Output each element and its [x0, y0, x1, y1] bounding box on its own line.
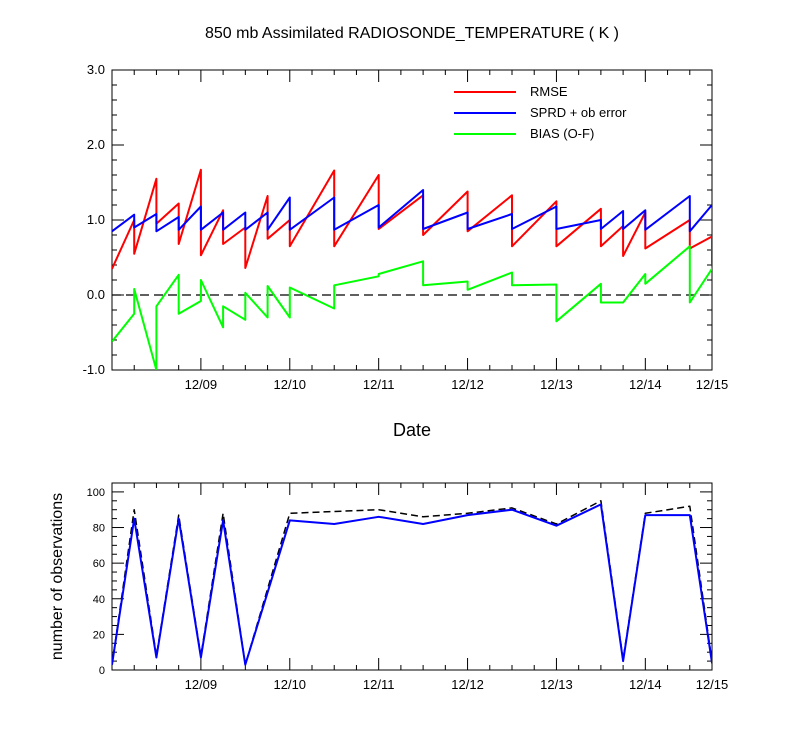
x-axis-label: Date [393, 420, 431, 440]
x-tick-label: 12/10 [274, 677, 307, 692]
x-tick-label: 12/15 [696, 677, 729, 692]
x-tick-label: 12/14 [629, 677, 662, 692]
y-tick-label: 80 [93, 523, 105, 535]
series-line-possible [112, 500, 712, 666]
top-panel: 12/09 12/10 12/11 12/12 12/13 12/14 12/15 -1.0 0… [83, 25, 729, 440]
plot-frame [111, 482, 713, 671]
x-tick-label: 12/09 [185, 677, 218, 692]
x-tick-label: 12/13 [540, 377, 573, 392]
legend-label: RMSE [530, 84, 568, 99]
x-tick-label: 12/09 [185, 377, 218, 392]
y-tick-label: 100 [87, 487, 105, 499]
y-tick-label: 0 [99, 665, 105, 677]
y-tick-label: 1.0 [87, 212, 105, 227]
series-line-sprd-ob-error [112, 189, 712, 233]
y-tick-label: 60 [93, 558, 105, 570]
bottom-panel: 12/09 12/10 12/11 12/12 12/13 12/14 12/15 0 20 40… [49, 482, 729, 692]
y-tick-label: 0.0 [87, 287, 105, 302]
x-tick-label: 12/13 [540, 677, 573, 692]
chart-title: 850 mb Assimilated RADIOSONDE_TEMPERATUR… [205, 25, 619, 42]
x-tick-label: 12/15 [696, 377, 729, 392]
y-tick-label: 2.0 [87, 137, 105, 152]
y-axis-label: number of observations [49, 493, 66, 660]
y-tick-label: 3.0 [87, 62, 105, 77]
x-tick-label: 12/10 [274, 377, 307, 392]
series-line-assimilated [112, 503, 712, 666]
series-line-rmse [112, 168, 712, 270]
y-tick-label: -1.0 [83, 362, 105, 377]
x-tick-label: 12/12 [451, 677, 484, 692]
y-tick-label: 20 [93, 629, 105, 641]
y-tick-label: 40 [93, 594, 105, 606]
legend-label: SPRD + ob error [530, 105, 627, 120]
x-tick-label: 12/12 [451, 377, 484, 392]
x-tick-label: 12/14 [629, 377, 662, 392]
legend: RMSE SPRD + ob error BIAS (O-F) [454, 84, 627, 141]
legend-label: BIAS (O-F) [530, 126, 594, 141]
series-line-bias-o-f [112, 245, 712, 370]
x-tick-label: 12/11 [363, 677, 395, 692]
x-tick-label: 12/11 [363, 377, 395, 392]
